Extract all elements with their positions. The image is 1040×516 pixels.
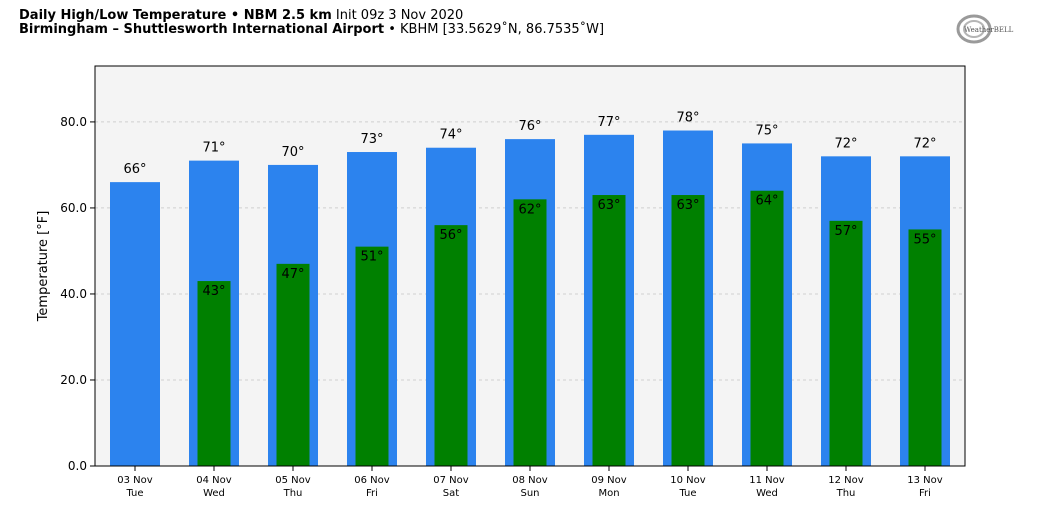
high-temp-label: 78° [676,111,699,126]
low-temp-label: 47° [281,267,304,282]
x-axis: 03 Nov Tue 04 Nov Wed 05 Nov Thu 06 Nov Fri 07 N… [117,466,943,499]
high-temp-label: 75° [755,123,778,138]
low-temp-bar [197,281,231,466]
low-temp-label: 43° [202,284,225,299]
y-tick-label: 60.0 [60,201,87,215]
weatherbell-logo-icon: WeatherBELL [956,14,1014,44]
low-temp-bar [355,246,389,466]
high-temp-label: 66° [123,162,146,177]
logo-text: WeatherBELL [964,26,1014,34]
low-temp-bar [829,220,863,466]
x-tick-date: 06 Nov [354,475,390,486]
x-tick-date: 08 Nov [512,475,548,486]
low-temp-label: 64° [755,194,778,209]
low-temp-bar [276,263,310,466]
low-temp-label: 62° [518,202,541,217]
low-temp-label: 55° [913,232,936,247]
x-tick-date: 07 Nov [433,475,469,486]
chart-header: Daily High/Low Temperature • NBM 2.5 km … [19,9,604,37]
high-temp-label: 76° [518,119,541,134]
high-temp-label: 72° [913,136,936,151]
low-temp-bar [513,199,547,467]
x-tick-day: Thu [836,488,856,499]
y-axis: 0.0 20.0 40.0 60.0 80.0 [60,115,95,473]
y-tick-label: 80.0 [60,115,87,129]
station-name: Birmingham – Shuttlesworth International… [19,22,385,37]
x-tick-date: 05 Nov [275,475,311,486]
high-temp-bar [110,182,160,466]
low-temp-label: 56° [439,228,462,243]
x-tick-day: Fri [366,488,378,499]
x-tick-day: Mon [598,488,619,499]
x-tick-date: 04 Nov [196,475,232,486]
x-tick-day: Wed [756,488,778,499]
low-temp-bar [750,190,784,466]
x-tick-day: Tue [125,488,143,499]
x-tick-day: Sun [520,488,539,499]
x-tick-date: 13 Nov [907,475,943,486]
low-temp-bar [908,229,942,466]
chart-title: Daily High/Low Temperature • NBM 2.5 km [19,8,332,23]
low-temp-label: 57° [834,224,857,239]
x-tick-date: 10 Nov [670,475,706,486]
high-temp-label: 70° [281,145,304,160]
low-temp-label: 63° [597,198,620,213]
y-axis-label: Temperature [°F] [36,211,51,323]
init-time: Init 09z 3 Nov 2020 [335,8,464,23]
low-temp-bars [197,190,942,467]
title-line-1: Daily High/Low Temperature • NBM 2.5 km … [19,9,604,23]
low-temp-bar [434,225,468,466]
title-line-2: Birmingham – Shuttlesworth International… [19,23,604,37]
y-tick-label: 40.0 [60,287,87,301]
y-tick-label: 20.0 [60,373,87,387]
x-tick-date: 03 Nov [117,475,153,486]
x-tick-day: Sat [443,488,459,499]
high-temp-label: 72° [834,136,857,151]
low-temp-label: 63° [676,198,699,213]
x-tick-date: 12 Nov [828,475,864,486]
x-tick-date: 09 Nov [591,475,627,486]
y-tick-label: 0.0 [68,459,87,473]
high-temp-label: 77° [597,115,620,130]
high-temp-label: 73° [360,132,383,147]
x-tick-day: Thu [283,488,303,499]
bar-labels: 66° 71° 43° 70° 47° 73° 51° 74° 56° 76° 62° 77° 63° 7… [123,111,936,300]
low-temp-bar [671,195,705,466]
low-temp-bar [592,195,626,466]
x-tick-day: Tue [678,488,696,499]
x-tick-day: Wed [203,488,225,499]
station-coords: • KBHM [33.5629˚N, 86.7535˚W] [388,22,605,37]
high-temp-label: 74° [439,128,462,143]
high-temp-label: 71° [202,141,225,156]
low-temp-label: 51° [360,250,383,265]
x-tick-date: 11 Nov [749,475,785,486]
x-tick-day: Fri [919,488,931,499]
